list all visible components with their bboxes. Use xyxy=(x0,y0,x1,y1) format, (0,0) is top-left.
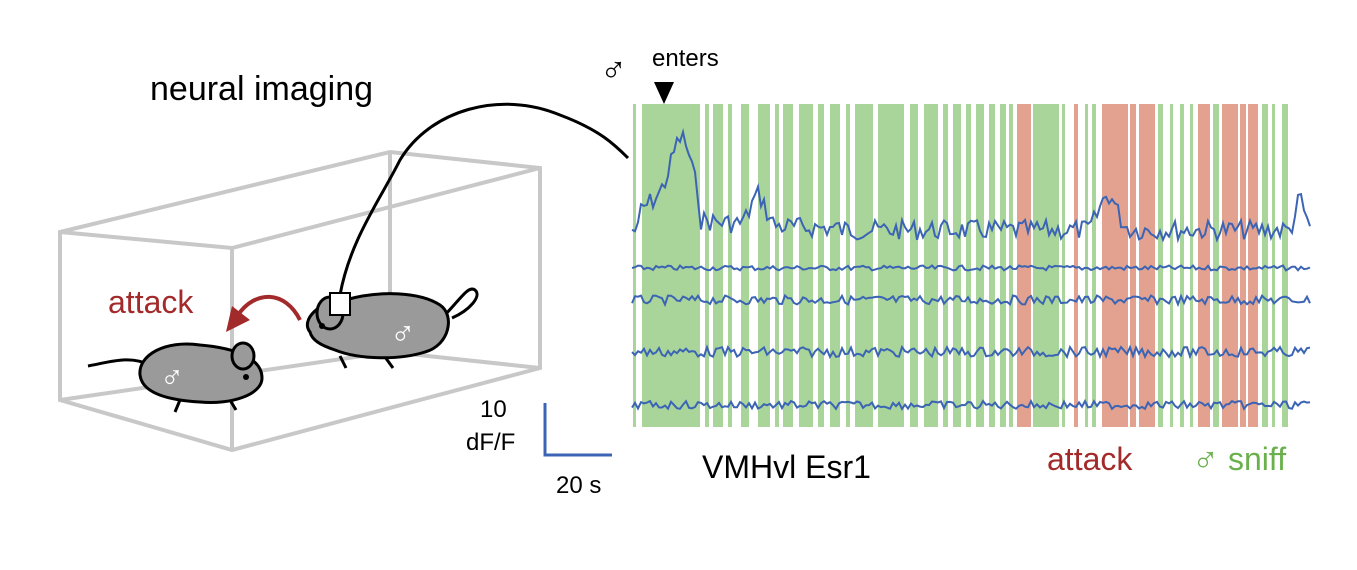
fluorescence-trace xyxy=(631,398,1311,411)
sniff-band xyxy=(1190,104,1193,427)
sniff-band xyxy=(713,104,723,427)
legend-attack: attack xyxy=(1047,441,1133,477)
calcium-traces xyxy=(631,128,1311,411)
mouse-right-icon: ♂ xyxy=(306,287,479,369)
sniff-band xyxy=(633,104,636,427)
male-symbol-enters: ♂ xyxy=(600,49,627,90)
sniff-band xyxy=(1282,104,1288,427)
attack-band xyxy=(1074,104,1078,427)
attack-arrow xyxy=(236,294,302,321)
scale-y-value: 10 xyxy=(480,396,507,423)
sniff-band xyxy=(705,104,709,427)
sniff-band xyxy=(758,104,770,427)
scale-bar xyxy=(543,403,612,457)
sniff-band xyxy=(830,104,840,427)
population-label: VMHvl Esr1 xyxy=(702,449,871,485)
sniff-band xyxy=(953,104,961,427)
fiber-cable-icon xyxy=(338,102,630,296)
scale-y-unit: dF/F xyxy=(466,429,515,456)
attack-band xyxy=(1222,104,1238,427)
sniff-band xyxy=(783,104,793,427)
sniff-band xyxy=(878,104,904,427)
svg-text:♂: ♂ xyxy=(160,359,184,395)
legend-sniff-symbol: ♂ xyxy=(1192,439,1219,480)
mouse-left-icon: ♂ xyxy=(87,341,264,413)
attack-arrowhead xyxy=(226,306,250,332)
sniff-band xyxy=(1085,104,1088,427)
attack-band xyxy=(1139,104,1155,427)
attack-arrow-label: attack xyxy=(108,284,194,320)
sniff-band xyxy=(775,104,779,427)
attack-band xyxy=(1102,104,1128,427)
scale-x-label: 20 s xyxy=(556,472,601,499)
sniff-band xyxy=(1213,104,1219,427)
fluorescence-trace xyxy=(631,293,1311,308)
attack-band xyxy=(1198,104,1210,427)
fluorescence-trace xyxy=(631,264,1311,272)
attack-band xyxy=(1130,104,1136,427)
sniff-band xyxy=(741,104,749,427)
svg-text:♂: ♂ xyxy=(390,315,416,353)
title: neural imaging xyxy=(150,70,373,108)
sniff-band xyxy=(1000,104,1006,427)
fluorescence-trace xyxy=(631,128,1311,244)
legend-sniff: sniff xyxy=(1228,441,1286,477)
sniff-band xyxy=(1170,104,1173,427)
sniff-band xyxy=(943,104,948,427)
sniff-band xyxy=(1009,104,1013,427)
attack-band xyxy=(1240,104,1246,427)
fluorescence-trace xyxy=(631,344,1311,360)
fiber-implant-icon xyxy=(329,292,351,316)
sniff-band xyxy=(1062,104,1065,427)
enters-label: enters xyxy=(652,45,719,72)
sniff-band xyxy=(799,104,813,427)
sniff-band xyxy=(976,104,984,427)
sniff-band xyxy=(1092,104,1096,427)
attack-band xyxy=(1248,104,1258,427)
sniff-band xyxy=(966,104,971,427)
enters-arrowhead xyxy=(654,82,674,104)
sniff-band xyxy=(910,104,918,427)
